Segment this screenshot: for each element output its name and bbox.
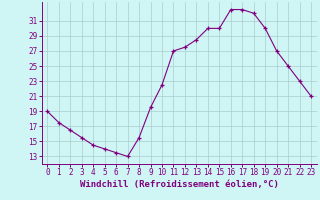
X-axis label: Windchill (Refroidissement éolien,°C): Windchill (Refroidissement éolien,°C) — [80, 180, 279, 189]
